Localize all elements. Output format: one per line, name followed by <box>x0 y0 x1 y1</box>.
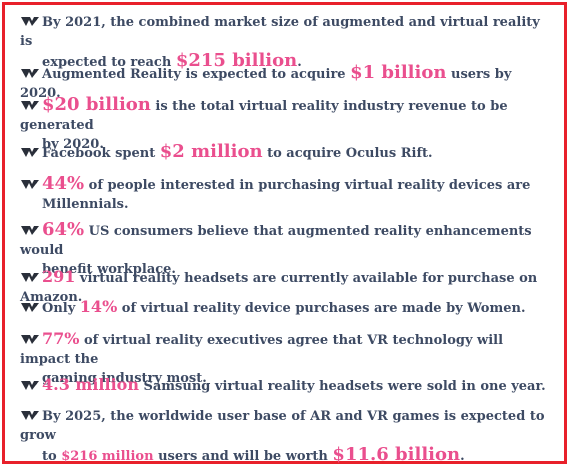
fact-line2: to $216 million users and will be worth … <box>42 444 465 465</box>
fact-highlight: $1 billion <box>350 62 447 83</box>
fact-highlight: 44% <box>42 173 85 194</box>
fact-highlight: $216 million <box>61 449 154 464</box>
vr-headset-icon <box>21 273 39 282</box>
fact-item: Only 14% of virtual reality device purch… <box>20 297 552 318</box>
vr-headset-icon <box>21 381 39 390</box>
vr-headset-icon <box>21 226 39 235</box>
fact-item: Augmented Reality is expected to acquire… <box>20 62 512 101</box>
fact-highlight: $20 billion <box>42 94 151 115</box>
fact-text: By 2021, the combined market size of aug… <box>20 15 540 49</box>
fact-highlight: 291 <box>42 267 76 286</box>
fact-item: 44% of people interested in purchasing v… <box>20 174 552 214</box>
vr-headset-icon <box>21 335 39 344</box>
fact-highlight: $215 billion <box>175 50 298 71</box>
fact-item: 77% of virtual reality executives agree … <box>20 329 552 388</box>
vr-headset-icon <box>21 69 39 78</box>
fact-item: By 2021, the combined market size of aug… <box>20 13 552 72</box>
fact-line2: by 2020. <box>42 137 104 152</box>
fact-line2: gaming industry most. <box>42 371 207 386</box>
fact-highlight: 14% <box>79 297 118 316</box>
vr-headset-icon <box>21 303 39 312</box>
vr-headset-icon <box>21 17 39 26</box>
fact-line2: benefit workplace. <box>42 262 176 277</box>
fact-highlight: 77% <box>42 329 80 348</box>
fact-line2: expected to reach $215 billion. <box>42 50 302 71</box>
vr-headset-icon <box>21 411 39 420</box>
fact-item: By 2025, the worldwide user base of AR a… <box>20 407 552 466</box>
fact-line2: Millennials. <box>42 197 129 212</box>
fact-highlight: $11.6 billion <box>332 444 461 465</box>
fact-highlight: 64% <box>42 219 85 240</box>
vr-headset-icon <box>21 101 39 110</box>
fact-item: $20 billion is the total virtual reality… <box>20 95 552 154</box>
fact-highlight: $2 million <box>159 141 263 162</box>
vr-headset-icon <box>21 180 39 189</box>
fact-item: 291 virtual reality headsets are current… <box>20 267 538 305</box>
fact-item: 4.3 million Samsung virtual reality head… <box>20 375 552 396</box>
fact-item: Facebook spent $2 million to acquire Ocu… <box>20 142 552 163</box>
vr-headset-icon <box>21 148 39 157</box>
fact-item: 64% US consumers believe that augmented … <box>20 220 552 279</box>
fact-highlight: 4.3 million <box>42 375 139 394</box>
